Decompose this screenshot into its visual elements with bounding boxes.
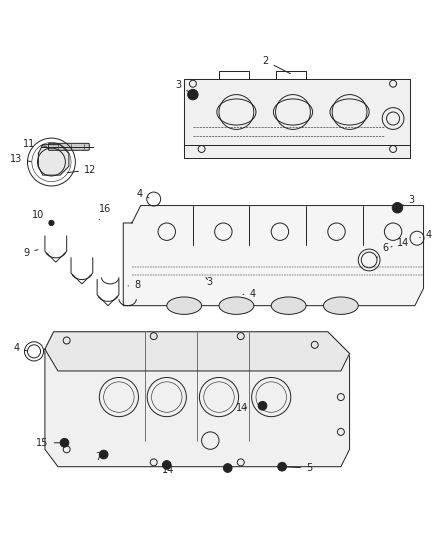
Text: 4: 4 [243, 289, 256, 299]
Text: 14: 14 [237, 403, 249, 413]
Polygon shape [184, 79, 410, 158]
Circle shape [60, 439, 69, 447]
Ellipse shape [167, 297, 201, 314]
Text: 3: 3 [176, 80, 191, 93]
Text: 3: 3 [400, 196, 414, 206]
Circle shape [99, 450, 108, 459]
Text: 9: 9 [23, 248, 38, 257]
Circle shape [278, 462, 286, 471]
Text: 14: 14 [162, 465, 175, 475]
Text: 4: 4 [14, 343, 27, 353]
Text: 15: 15 [36, 438, 62, 448]
Circle shape [162, 461, 171, 470]
Circle shape [258, 401, 267, 410]
Text: 4: 4 [136, 189, 149, 199]
Text: 5: 5 [285, 463, 312, 473]
FancyBboxPatch shape [48, 143, 89, 150]
Text: 7: 7 [95, 452, 101, 462]
Polygon shape [123, 206, 424, 305]
Polygon shape [45, 332, 350, 467]
Text: 16: 16 [99, 204, 112, 220]
Circle shape [223, 464, 232, 472]
Text: 4: 4 [420, 230, 432, 240]
Polygon shape [45, 332, 350, 371]
Text: 2: 2 [262, 56, 290, 74]
Text: 14: 14 [391, 238, 410, 248]
Ellipse shape [219, 297, 254, 314]
Ellipse shape [323, 297, 358, 314]
Text: 11: 11 [23, 139, 46, 149]
Text: 13: 13 [10, 154, 31, 164]
Text: 12: 12 [67, 165, 96, 175]
Ellipse shape [271, 297, 306, 314]
Circle shape [187, 90, 198, 100]
Text: 10: 10 [32, 210, 51, 222]
Circle shape [49, 220, 54, 225]
Polygon shape [39, 144, 69, 175]
Text: 8: 8 [128, 280, 140, 290]
Text: 3: 3 [206, 277, 212, 287]
Circle shape [392, 203, 403, 213]
Text: 6: 6 [377, 243, 389, 258]
